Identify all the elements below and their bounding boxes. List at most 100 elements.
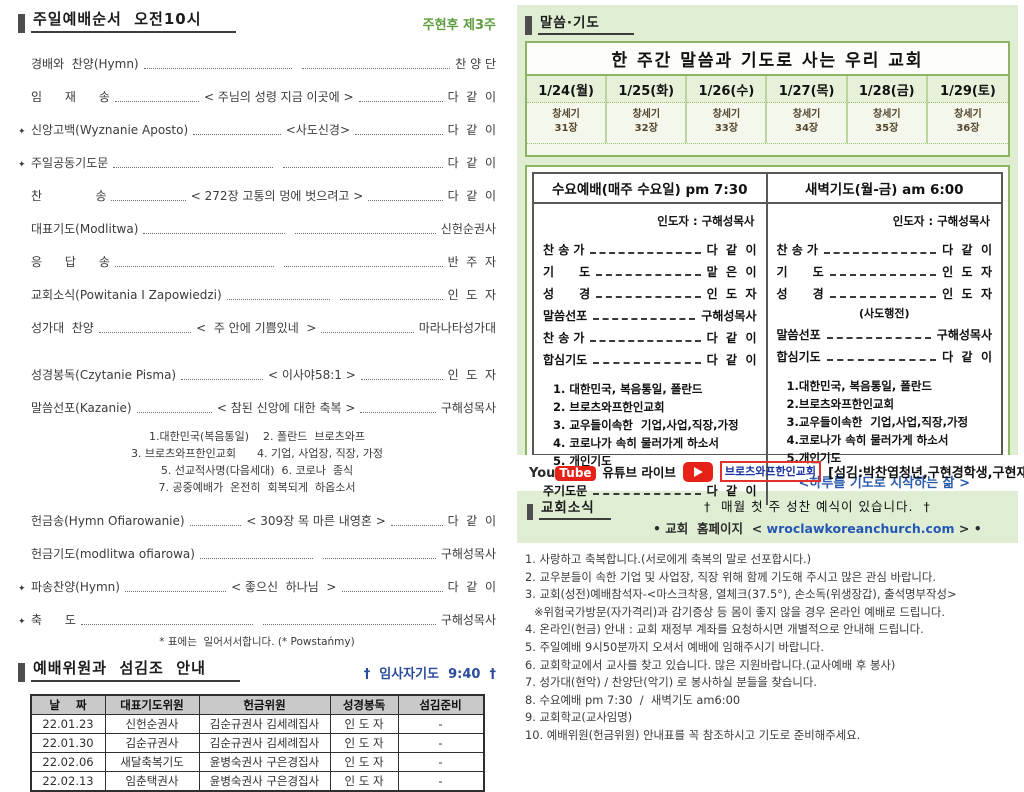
prayer-item: 3. 교우들이속한 기업,사업,직장,가정 bbox=[553, 418, 739, 432]
church-news-band: 교회소식 † 매월 첫 주 성찬 예식이 있습니다. † • 교회 홈페이지 <… bbox=[517, 491, 1018, 543]
cell-prayer: 새달축복기도 bbox=[104, 752, 200, 772]
service-label: 기 도 bbox=[776, 265, 824, 279]
service-person: 다 같 이 bbox=[706, 331, 757, 345]
sermon-prayer-topics: 1.대한민국(복음통일) 2. 폴란드 브로츠와프 3. 브로츠와프한인교회 4… bbox=[18, 428, 496, 496]
prayer-item: 2.브로츠와프한인교회 bbox=[786, 397, 895, 411]
dash-leader bbox=[823, 252, 937, 254]
service-person: 구해성목사 bbox=[936, 328, 992, 342]
order-line: 헌금기도(modlitwa ofiarowa) 구해성목사 bbox=[18, 545, 496, 562]
order-song: < 주님의 성령 지금 이곳에 > bbox=[203, 90, 354, 104]
order-line: ✦ 주일공동기도문 다 같 이 bbox=[18, 154, 496, 171]
homepage-link[interactable]: wroclawkoreanchurch.com bbox=[766, 521, 955, 536]
prayer-item: 3.교우들이속한 기업,사업,직장,가정 bbox=[786, 415, 969, 429]
dotted-leader bbox=[143, 233, 285, 234]
dotted-leader bbox=[368, 200, 443, 201]
homepage-line: • 교회 홈페이지 < wroclawkoreanchurch.com > • bbox=[627, 518, 1008, 537]
dotted-leader bbox=[358, 101, 443, 102]
communion-notice: † 매월 첫 주 성찬 예식이 있습니다. † bbox=[703, 499, 931, 514]
dotted-leader bbox=[124, 591, 227, 592]
section-title: 말씀·기도 bbox=[538, 11, 634, 35]
service-label: 찬 송 가 bbox=[776, 243, 818, 257]
church-news-title: 교회소식 bbox=[539, 496, 611, 520]
order-person: 인 도 자 bbox=[447, 288, 496, 302]
order-line: ✦ 파송찬양(Hymn) < 좋으신 하나님 > 다 같 이 bbox=[18, 578, 496, 595]
dotted-leader bbox=[390, 525, 443, 526]
prayer-item: 5. 개인기도 bbox=[553, 454, 612, 468]
news-item: 8. 수요예배 pm 7:30 / 새벽기도 am6:00 bbox=[525, 692, 741, 707]
dash-leader bbox=[596, 274, 701, 276]
youtube-logo[interactable]: You Tube bbox=[529, 462, 596, 481]
service-person: 맡 은 이 bbox=[706, 265, 757, 279]
service-line: 합심기도 다 같 이 bbox=[543, 351, 757, 368]
order-label: 축 도 bbox=[31, 613, 76, 627]
order-label: 찬 송 bbox=[31, 189, 107, 203]
order-song: < 주 안에 기쁨있네 > bbox=[196, 321, 317, 335]
table-row: 22.02.13 임춘택권사 윤병숙권사 구은경집사 인 도 자 - bbox=[30, 771, 484, 792]
order-line: 경배와 찬양(Hymn) 찬 양 단 bbox=[18, 55, 496, 72]
weekly-date: 1/27(목) bbox=[767, 76, 848, 103]
youtube-live-row: You Tube 유튜브 라이브 브로츠와프한인교회 [섬김:박찬엽청년,구현경학… bbox=[512, 455, 1024, 488]
prayer-item: 1. 대한민국, 복음통일, 폴란드 bbox=[553, 382, 703, 396]
weekly-date: 1/29(토) bbox=[927, 76, 1008, 103]
homepage-suffix: > • bbox=[954, 521, 982, 536]
order-label: 성경봉독(Czytanie Pisma) bbox=[31, 368, 177, 382]
dotted-leader bbox=[226, 299, 330, 300]
dotted-leader bbox=[321, 332, 414, 333]
order-label: 헌금송(Hymn Ofiarowanie) bbox=[31, 514, 185, 528]
passage-book: 창세기 bbox=[712, 109, 741, 120]
table-row: 22.02.06 새달축복기도 윤병숙권사 구은경집사 인 도 자 - bbox=[30, 752, 484, 772]
media-serving-credit: [섬김:박찬엽청년,구현경학생,구현재학생] bbox=[828, 466, 1024, 481]
service-label: 주기도문 bbox=[543, 484, 588, 498]
order-line: 임 재 송 < 주님의 성령 지금 이곳에 > 다 같 이 bbox=[18, 88, 496, 105]
weekly-passage: 창세기 35장 bbox=[848, 103, 928, 143]
order-person: 다 같 이 bbox=[447, 189, 496, 203]
news-item: 1. 사랑하고 축복합니다.(서로에게 축복의 말로 선포합시다.) bbox=[525, 552, 812, 566]
youtube-live-label: 유튜브 라이브 bbox=[602, 465, 676, 480]
table-row: 22.01.30 김순규권사 김순규권사 김세례집사 인 도 자 - bbox=[30, 733, 484, 753]
col-header-offering: 헌금위원 bbox=[198, 694, 331, 715]
dotted-leader bbox=[282, 167, 443, 168]
order-label: 파송찬양(Hymn) bbox=[31, 580, 120, 594]
passage-chapter: 32장 bbox=[634, 123, 658, 134]
cell-offering: 윤병숙권사 구은경집사 bbox=[198, 771, 331, 792]
order-line: 교회소식(Powitania I Zapowiedzi) 인 도 자 bbox=[18, 286, 496, 303]
youtube-play-icon[interactable] bbox=[682, 461, 713, 482]
weekly-passage: 창세기 33장 bbox=[687, 103, 768, 143]
prayer-item: 4.코로나가 속히 물러가게 하소서 bbox=[786, 433, 949, 447]
order-line: 성경봉독(Czytanie Pisma) < 이사야58:1 > 인 도 자 bbox=[18, 366, 496, 383]
service-person: 다 같 이 bbox=[942, 243, 992, 257]
col-header-prayer: 대표기도위원 bbox=[104, 694, 200, 715]
order-song: < 참된 신앙에 대한 축복 > bbox=[216, 401, 356, 415]
service-label: 말씀선포 bbox=[543, 309, 588, 323]
order-label: 임 재 송 bbox=[31, 90, 110, 104]
order-label: 신앙고백(Wyznanie Aposto) bbox=[31, 123, 189, 137]
dawn-title: 새벽기도(월-금) am 6:00 bbox=[767, 174, 1001, 204]
homepage-prefix: • 교회 홈페이지 < bbox=[652, 521, 767, 536]
youtube-logo-tube: Tube bbox=[555, 466, 596, 481]
service-label: 합심기도 bbox=[776, 350, 821, 364]
service-line: 말씀선포 구해성목사 bbox=[777, 326, 993, 343]
cell-offering: 윤병숙권사 구은경집사 bbox=[198, 752, 331, 772]
news-item: 6. 교회학교에서 교사를 찾고 있습니다. 많은 지원바랍니다.(교사예배 후… bbox=[525, 657, 896, 672]
table-header-row: 날 짜 대표기도위원 헌금위원 성경봉독 섬김준비 bbox=[30, 694, 484, 715]
topic-line: 7. 공중예배가 온전히 회복되게 하옵소서 bbox=[158, 481, 356, 494]
wednesday-leader: 인도자 : 구해성목사 bbox=[657, 214, 755, 228]
dotted-leader bbox=[339, 299, 443, 300]
bulletin-page-right: 말씀·기도 한 주간 말씀과 기도로 사는 우리 교회 1/24(월) 1/25… bbox=[512, 0, 1024, 742]
weekly-passage-row: 창세기 31장 창세기 32장 창세기 33장 창세기 34장 창세기 35장 창세기 36… bbox=[527, 103, 1008, 143]
passage-book: 창세기 bbox=[872, 109, 901, 120]
dash-leader bbox=[593, 362, 701, 364]
order-person: 마라나타성가대 bbox=[418, 321, 496, 335]
cell-prayer: 신헌순권사 bbox=[104, 714, 200, 734]
service-person: 인 도 자 bbox=[706, 287, 757, 301]
dawn-leader: 인도자 : 구해성목사 bbox=[892, 214, 990, 228]
dash-leader bbox=[826, 359, 937, 361]
dotted-leader bbox=[341, 591, 443, 592]
cell-reading: 인 도 자 bbox=[329, 771, 399, 792]
weekly-passage: 창세기 32장 bbox=[607, 103, 688, 143]
col-header-reading: 성경봉독 bbox=[329, 694, 399, 715]
youtube-channel-badge[interactable]: 브로츠와프한인교회 bbox=[719, 461, 821, 482]
